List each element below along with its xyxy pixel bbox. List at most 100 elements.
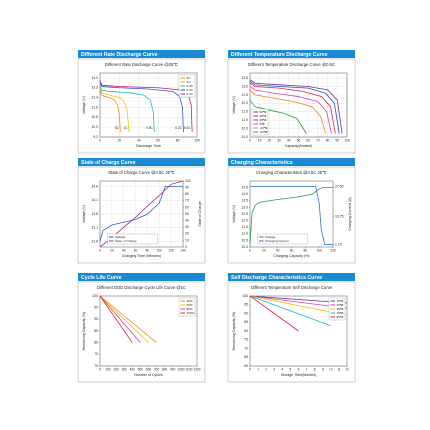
- panel-header-text: Different Rate Discharge Curve: [81, 52, 158, 58]
- x-tick-label: 100: [317, 248, 323, 252]
- y2-tick-label: 50: [185, 212, 189, 216]
- series-line: [99, 82, 184, 133]
- y2-axis-label: Charging Current (A): [348, 197, 352, 230]
- panel-header-text: Self Discharge Characteristics Curve: [231, 275, 322, 281]
- y-tick-label: 65: [244, 355, 248, 359]
- y-axis-label: Voltage (V): [82, 205, 86, 223]
- y-tick-label: 80: [94, 341, 98, 345]
- legend-label: 100%: [187, 311, 195, 315]
- y-tick-label: 95: [94, 306, 98, 310]
- y-tick-label: 14.1: [91, 198, 98, 202]
- y-tick-label: 12.6: [91, 239, 98, 243]
- y-tick-label: 13.0: [241, 205, 248, 209]
- legend-box: [107, 233, 159, 245]
- y-tick-label: 10.0: [91, 125, 98, 129]
- legend-box: [178, 297, 196, 317]
- y-tick-label: 12.0: [241, 101, 248, 105]
- legend-label: Voltage: [265, 235, 276, 239]
- x-tick-label: 0: [99, 248, 101, 252]
- panel-header-text: Different Temperature Discharge Curve: [231, 52, 328, 58]
- x-tick-label: 10: [258, 138, 262, 142]
- y-tick-label: 14.0: [241, 192, 248, 196]
- y2-tick-label: 10: [185, 238, 189, 242]
- panel-header: [78, 50, 205, 58]
- y-axis-label: Voltage (V): [232, 205, 236, 223]
- chart-title: State of Charge Curve @0.5C 25℃: [108, 170, 175, 175]
- x-tick-label: 40: [122, 248, 126, 252]
- x-tick-label: 300: [122, 367, 128, 371]
- panel-header-text: Cycle Life Curve: [81, 275, 122, 281]
- panel-header: [228, 273, 355, 281]
- x-tick-label: 40: [287, 138, 291, 142]
- x-axis-label: Number of Cycles: [134, 373, 163, 377]
- legend-label: -10℃: [260, 126, 268, 130]
- series-line: [99, 295, 133, 343]
- panel-header-text: State of Charge Curve: [81, 160, 136, 166]
- y-tick-label: 13.6: [91, 212, 98, 216]
- x-tick-label: 900: [170, 367, 176, 371]
- x-tick-label: 20: [262, 248, 266, 252]
- y-tick-label: 90: [94, 317, 98, 321]
- y-tick-label: 100: [92, 294, 98, 298]
- y-tick-label: 13.2: [91, 86, 98, 90]
- legend-label: 0.2C: [187, 88, 194, 92]
- legend-label: 25℃: [260, 118, 267, 122]
- legend-label: 45℃: [337, 311, 344, 315]
- y2-tick-label: 0: [185, 245, 187, 249]
- y2-tick-label: 27.50: [335, 184, 344, 188]
- legend-label: 3C: [187, 76, 192, 80]
- series-line: [99, 295, 157, 343]
- y2-tick-label: 60: [185, 205, 189, 209]
- x-tick-label: 11: [337, 367, 341, 371]
- x-tick-label: 100: [344, 138, 350, 142]
- x-tick-label: 100: [105, 367, 111, 371]
- x-axis-label: Capacity(%rated): [285, 144, 313, 148]
- y-tick-label: 11.5: [242, 110, 248, 114]
- x-tick-label: 20: [110, 248, 114, 252]
- series-line: [249, 81, 340, 134]
- x-tick-label: 400: [130, 367, 136, 371]
- curve-label: 1C: [124, 126, 129, 130]
- plot-frame: [99, 295, 198, 367]
- panel-header-text: Charging Characteristics: [231, 160, 293, 166]
- curve-label: 0.5C: [146, 126, 153, 130]
- series-line: [99, 295, 141, 343]
- x-tick-label: 80: [326, 138, 330, 142]
- x-tick-label: 20: [118, 138, 122, 142]
- curve-label: 3C: [115, 126, 120, 130]
- x-axis-label: Charging Capacity (%): [273, 254, 309, 258]
- legend-label: 45℃: [260, 114, 267, 118]
- y-tick-label: 100: [242, 294, 248, 298]
- x-axis-label: Discharge Time: [136, 144, 161, 148]
- y-tick-label: 85: [244, 320, 248, 324]
- y-axis-label: Remaining Capacity (%): [82, 312, 86, 351]
- x-tick-label: 0: [99, 138, 101, 142]
- chart-title: Different Rate Discharge Curve @25℃: [105, 62, 178, 67]
- panel-box: [77, 58, 206, 154]
- x-tick-label: 50: [297, 138, 301, 142]
- x-tick-label: 100: [194, 138, 200, 142]
- x-axis-label: Charging Time (Minutes): [122, 254, 161, 258]
- series-line: [249, 295, 331, 327]
- y-tick-label: 13.5: [241, 199, 248, 203]
- legend-box: [328, 297, 346, 321]
- y2-tick-label: 1.10: [335, 242, 342, 246]
- y2-tick-label: 20: [185, 232, 189, 236]
- x-tick-label: 8: [314, 367, 316, 371]
- x-tick-label: 60: [306, 138, 310, 142]
- x-tick-label: 70: [316, 138, 320, 142]
- x-tick-label: 30: [277, 138, 281, 142]
- y-tick-label: 75: [94, 352, 98, 356]
- panel-header: [78, 158, 205, 166]
- y-tick-label: 13.1: [91, 226, 98, 230]
- y-axis-label: Remaining Capacity (%): [232, 312, 236, 351]
- y2-tick-label: 100: [185, 179, 191, 183]
- x-tick-label: 600: [146, 367, 152, 371]
- plot-frame: [99, 72, 198, 138]
- plot-frame: [249, 295, 348, 367]
- series-line: [249, 82, 336, 134]
- x-tick-label: 9: [322, 367, 324, 371]
- y2-tick-label: 90: [185, 185, 189, 189]
- x-tick-label: 1200: [193, 367, 200, 371]
